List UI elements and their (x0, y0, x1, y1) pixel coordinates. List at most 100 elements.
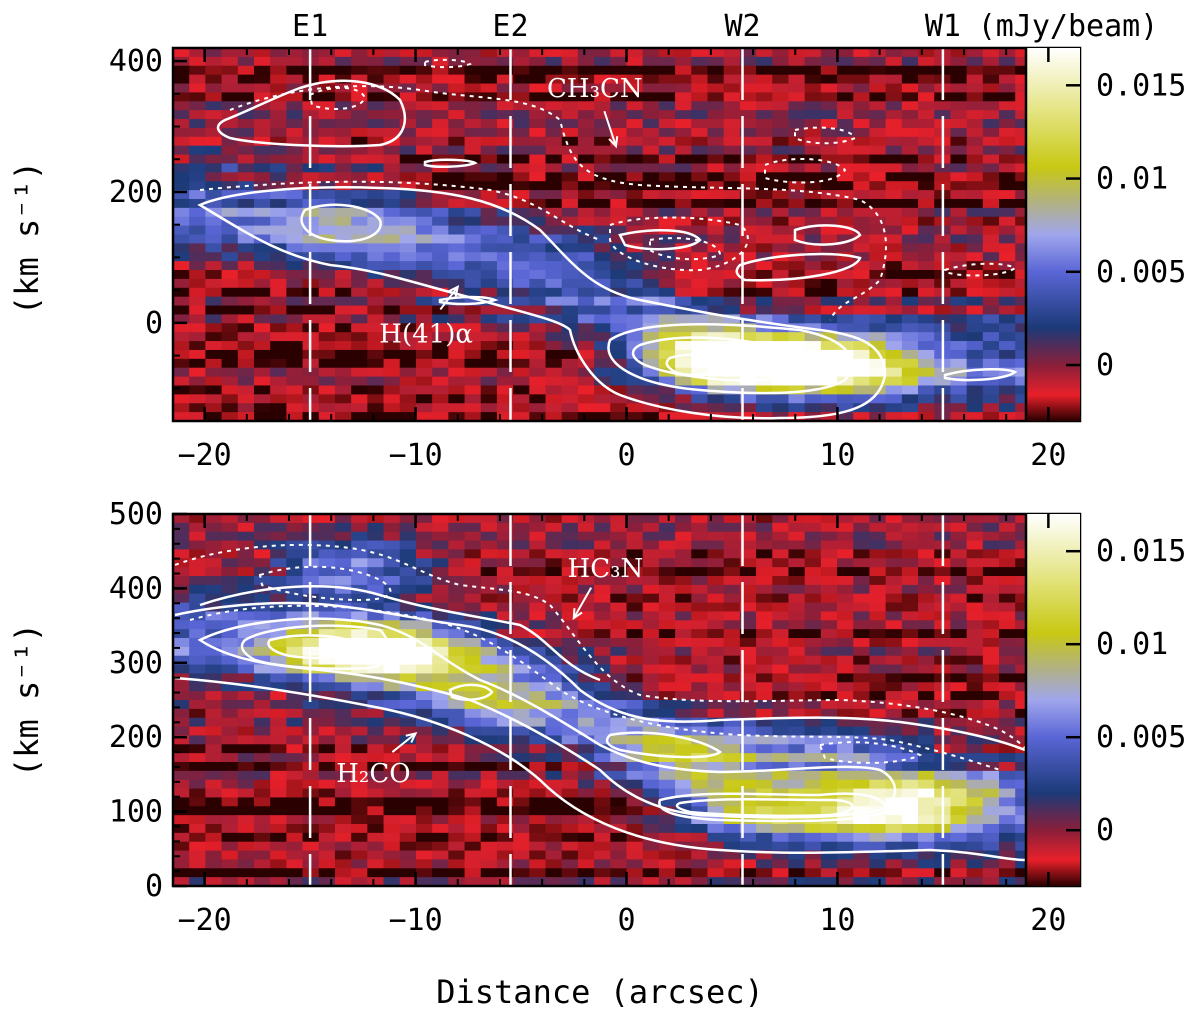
heatmap-cell (286, 558, 304, 568)
heatmap-cell (577, 314, 595, 324)
heatmap-cell (739, 850, 757, 861)
heatmap-cell (270, 567, 287, 577)
heatmap-cell (837, 270, 854, 280)
heatmap-cell (1015, 708, 1033, 719)
heatmap-cell (351, 367, 368, 378)
heatmap-cell (901, 412, 919, 421)
heatmap-cell (691, 163, 709, 173)
heatmap-cell (869, 593, 887, 604)
heatmap-cell (286, 376, 304, 387)
heatmap-cell (432, 779, 449, 790)
heatmap-cell (351, 770, 368, 781)
heatmap-cell (205, 198, 223, 209)
heatmap-cell (853, 717, 871, 728)
heatmap-cell (270, 558, 287, 568)
heatmap-cell (432, 270, 449, 280)
heatmap-cell (999, 154, 1016, 165)
heatmap-cell (561, 358, 579, 369)
heatmap-cell (302, 172, 320, 182)
heatmap-cell (966, 567, 984, 577)
heatmap-cell (221, 243, 239, 253)
heatmap-cell (610, 136, 628, 147)
heatmap-cell (1015, 629, 1033, 639)
heatmap-cell (496, 65, 514, 76)
heatmap-cell (383, 549, 401, 559)
heatmap-cell (626, 602, 644, 613)
heatmap-cell (480, 216, 498, 227)
heatmap-cell (334, 154, 352, 165)
heatmap-cell (837, 198, 854, 209)
heatmap-cell (464, 163, 482, 173)
heatmap-cell (383, 323, 401, 333)
heatmap-cell (626, 646, 644, 657)
heatmap-cell (772, 261, 790, 271)
heatmap-cell (480, 314, 498, 324)
heatmap-cell (415, 832, 433, 843)
heatmap-cell (966, 691, 984, 701)
heatmap-cell (189, 323, 206, 333)
heatmap-cell (804, 83, 822, 93)
heatmap-cell (901, 394, 919, 404)
heatmap-cell (1015, 198, 1033, 209)
heatmap-cell (432, 576, 449, 586)
heatmap-cell (853, 323, 871, 333)
heatmap-cell (399, 332, 417, 342)
heatmap-cell (237, 602, 255, 613)
heatmap-cell (691, 868, 709, 878)
heatmap-cell (918, 797, 935, 807)
heatmap-cell (464, 531, 482, 542)
heatmap-cell (464, 700, 482, 710)
heatmap-cell (448, 531, 466, 542)
heatmap-cell (205, 584, 223, 595)
heatmap-cell (788, 531, 806, 542)
heatmap-cell (286, 567, 304, 577)
heatmap-cell (885, 797, 903, 807)
heatmap-cell (189, 332, 206, 342)
heatmap-cell (270, 270, 287, 280)
heatmap-cell (1015, 56, 1033, 67)
heatmap-cell (561, 181, 579, 191)
top-contour-upper (216, 79, 407, 148)
heatmap-cell (415, 287, 433, 298)
heatmap-cell (253, 797, 271, 807)
heatmap-cell (966, 270, 984, 280)
heatmap-cell (901, 673, 919, 683)
heatmap-cell (399, 673, 417, 683)
heatmap-cell (529, 163, 547, 173)
heatmap-cell (1015, 522, 1033, 533)
heatmap-cell (496, 629, 514, 639)
heatmap-cell (788, 181, 806, 191)
heatmap-cell (205, 403, 223, 413)
heatmap-cell (286, 850, 304, 861)
heatmap-cell (270, 172, 287, 182)
heatmap-cell (286, 611, 304, 621)
heatmap-cell (545, 305, 563, 316)
heatmap-cell (853, 593, 871, 604)
heatmap-cell (723, 567, 741, 577)
heatmap-cell (415, 154, 433, 165)
heatmap-cell (675, 779, 692, 790)
heatmap-cell (626, 620, 644, 630)
heatmap-cell (950, 252, 968, 262)
heatmap-cell (334, 815, 352, 825)
marker-label-w2: W2 (724, 9, 760, 44)
heatmap-cell (966, 602, 984, 613)
heatmap-cell (999, 540, 1016, 551)
heatmap-cell (383, 92, 401, 102)
heatmap-cell (837, 522, 854, 533)
heatmap-cell (173, 314, 190, 324)
heatmap-cell (383, 602, 401, 613)
heatmap-cell (788, 850, 806, 861)
heatmap-cell (642, 127, 660, 138)
heatmap-cell (496, 611, 514, 621)
heatmap-cell (804, 691, 822, 701)
heatmap-cell (691, 859, 709, 869)
heatmap-cell (918, 824, 935, 834)
heatmap-cell (221, 207, 239, 218)
heatmap-cell (480, 522, 498, 533)
heatmap-cell (739, 708, 757, 719)
heatmap-cell (820, 163, 838, 173)
heatmap-cell (885, 181, 903, 191)
heatmap-cell (577, 367, 595, 378)
heatmap-cell (739, 611, 757, 621)
